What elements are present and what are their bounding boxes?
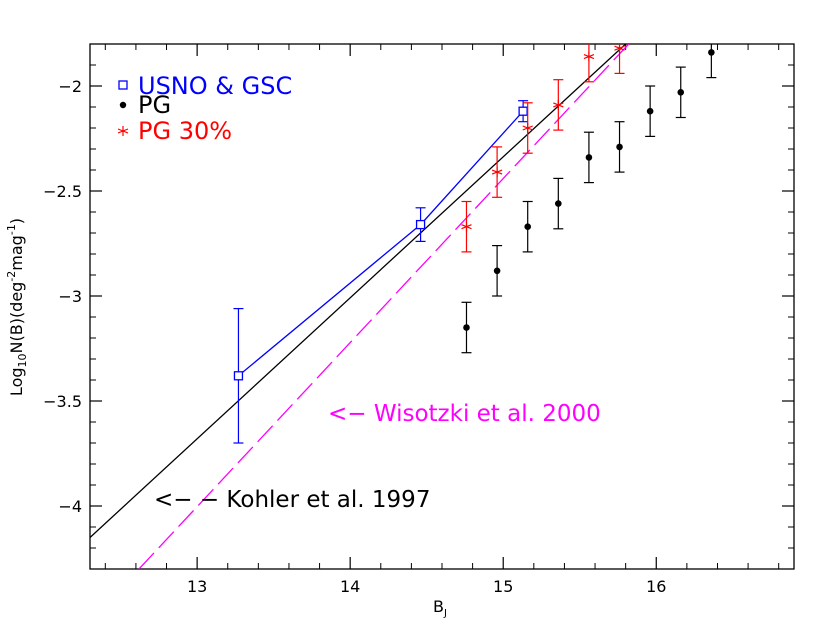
legend-marker-pg	[119, 101, 127, 109]
data-point	[463, 324, 470, 331]
y-tick-label: −3.5	[43, 392, 82, 411]
data-point	[616, 143, 623, 151]
y-tick-label: −3	[58, 287, 82, 306]
x-tick-labels: 13 14 15 16	[187, 577, 666, 596]
data-point	[708, 49, 715, 56]
x-tick-label: 16	[646, 577, 666, 596]
annotation-kohler: <− − Kohler et al. 1997	[154, 487, 430, 513]
x-tick-label: 13	[187, 577, 207, 596]
data-point	[583, 51, 595, 62]
y-tick-label: −4	[58, 497, 82, 516]
data-point	[415, 219, 426, 230]
fit-line	[90, 44, 627, 538]
data-point	[677, 89, 685, 96]
data-point	[491, 167, 503, 178]
data-point	[614, 44, 625, 54]
legend-marker-usno	[118, 80, 128, 90]
series	[461, 44, 717, 354]
series	[233, 100, 529, 444]
y-tick-labels: −2 −2.5 −3 −3.5 −4	[43, 77, 82, 516]
data-point	[522, 123, 533, 133]
series-layer	[233, 44, 717, 444]
series	[461, 44, 625, 253]
x-axis-label: BJ	[433, 597, 447, 619]
minor-ticks	[90, 43, 794, 570]
major-ticks	[90, 44, 794, 569]
data-point	[553, 99, 564, 110]
series-line	[238, 110, 524, 377]
legend-marker-pg30	[117, 126, 129, 136]
data-point	[646, 107, 654, 115]
fit-line	[138, 44, 630, 569]
x-tick-label: 15	[493, 577, 513, 596]
data-point	[461, 221, 472, 232]
data-point	[518, 106, 528, 116]
annotation-wisotzki: <− Wisotzki et al. 2000	[328, 401, 601, 427]
y-tick-label: −2	[58, 77, 82, 96]
data-point	[555, 200, 562, 207]
y-tick-label: −2.5	[43, 182, 82, 201]
legend-label-pg30: PG 30%	[138, 117, 232, 145]
data-point	[524, 223, 532, 230]
y-axis-label: Log10N(B)(deg-2mag-1)	[5, 218, 29, 396]
legend: USNO & GSC PG PG 30%	[117, 72, 292, 145]
data-point	[493, 267, 501, 275]
data-point	[233, 371, 244, 381]
legend-label-pg: PG	[138, 91, 171, 119]
fit-lines	[90, 44, 630, 569]
legend-label-usno: USNO & GSC	[138, 72, 292, 100]
data-point	[585, 154, 593, 161]
x-tick-label: 14	[340, 577, 360, 596]
